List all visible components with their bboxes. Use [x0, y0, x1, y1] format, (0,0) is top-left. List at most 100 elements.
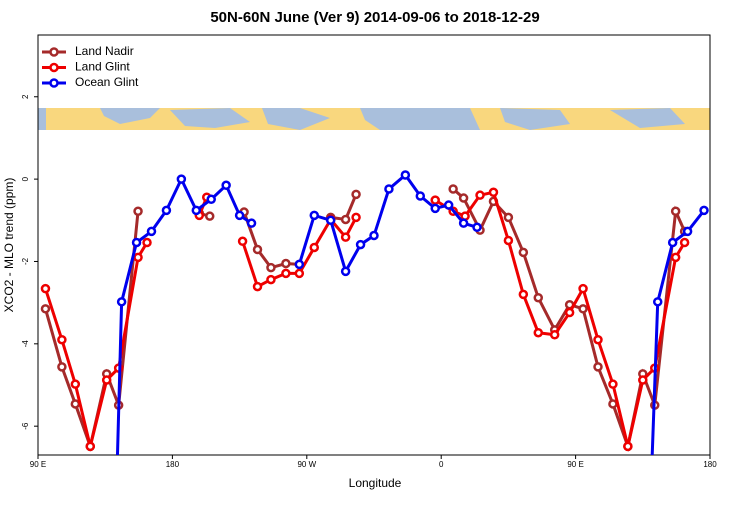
data-point — [699, 205, 709, 216]
data-point — [281, 268, 291, 279]
data-point — [204, 211, 215, 221]
data-point — [670, 252, 681, 263]
data-point — [518, 247, 529, 258]
plot-lines — [40, 170, 709, 455]
data-point — [472, 222, 482, 233]
data-point — [443, 200, 454, 210]
data-point — [340, 214, 351, 225]
map-band — [38, 108, 710, 130]
data-point — [564, 307, 575, 318]
data-point — [116, 297, 127, 307]
data-point — [503, 235, 514, 246]
data-point — [430, 195, 440, 205]
data-point — [593, 362, 603, 372]
data-point — [309, 242, 320, 253]
data-point — [294, 259, 305, 270]
data-point — [206, 194, 216, 205]
data-point — [266, 262, 276, 273]
data-point — [503, 212, 514, 223]
y-tick-label: -4 — [21, 340, 30, 348]
data-point — [221, 180, 231, 191]
x-axis-label: Longitude — [349, 476, 402, 490]
data-point — [458, 218, 469, 228]
data-point — [355, 239, 366, 250]
y-tick-label: -2 — [21, 257, 30, 265]
data-point — [578, 304, 588, 314]
data-point — [340, 266, 351, 277]
data-point — [70, 399, 81, 409]
data-point — [131, 237, 142, 248]
data-point — [340, 232, 351, 242]
data-point — [351, 189, 361, 200]
data-point — [670, 206, 681, 216]
y-tick-label: -6 — [21, 422, 30, 430]
x-tick-label: 180 — [166, 460, 180, 469]
data-point — [146, 226, 157, 237]
y-axis-label: XCO2 - MLO trend (ppm) — [2, 178, 16, 313]
data-point — [309, 210, 320, 221]
data-point — [85, 441, 96, 452]
data-point — [246, 218, 257, 228]
x-tick-label: 90 W — [297, 460, 316, 469]
data-point — [252, 281, 263, 292]
data-point — [667, 237, 678, 248]
data-point — [549, 330, 560, 340]
data-point — [608, 379, 618, 389]
data-point — [488, 187, 499, 198]
data-point — [237, 236, 248, 247]
data-point — [40, 283, 51, 294]
data-point — [533, 327, 544, 338]
data-point — [652, 297, 663, 307]
legend-label: Land Glint — [75, 60, 130, 74]
data-point — [679, 237, 690, 248]
x-tick-label: 90 E — [30, 460, 46, 469]
data-point — [623, 441, 633, 452]
data-point — [400, 170, 411, 180]
data-point — [294, 268, 305, 279]
y-tick-label: 0 — [21, 176, 30, 181]
data-point — [142, 237, 152, 248]
data-point — [578, 283, 588, 294]
data-point — [682, 226, 693, 237]
chart-title: 50N-60N June (Ver 9) 2014-09-06 to 2018-… — [210, 9, 539, 26]
data-point — [475, 190, 485, 200]
data-point — [57, 362, 67, 372]
data-point — [533, 292, 544, 303]
data-point — [234, 210, 245, 221]
data-point — [281, 258, 291, 269]
x-tick-label: 180 — [703, 460, 717, 469]
data-point — [608, 399, 618, 409]
data-point — [133, 252, 143, 263]
data-point — [176, 174, 187, 184]
data-point — [415, 191, 426, 201]
legend-label: Ocean Glint — [75, 75, 139, 89]
data-point — [325, 215, 336, 226]
plot-frame — [37, 34, 711, 456]
data-point — [57, 334, 67, 345]
data-point — [384, 184, 394, 194]
data-point — [266, 274, 276, 285]
data-point — [593, 334, 603, 345]
legend-marker — [49, 47, 59, 57]
data-point — [351, 212, 361, 223]
data-point — [161, 205, 172, 216]
data-point — [40, 304, 51, 314]
legend-marker — [49, 62, 59, 73]
data-point — [458, 193, 469, 203]
data-point — [430, 203, 440, 214]
data-point — [369, 230, 379, 241]
x-tick-label: 90 E — [567, 460, 583, 469]
data-point — [133, 206, 143, 216]
data-point — [252, 244, 263, 255]
data-point — [518, 289, 529, 300]
legend-marker — [49, 78, 59, 88]
legend-label: Land Nadir — [75, 44, 134, 58]
data-point — [101, 375, 112, 385]
data-point — [191, 205, 202, 216]
data-point — [448, 184, 458, 194]
x-tick-label: 0 — [439, 460, 444, 469]
y-tick-label: 2 — [21, 94, 30, 99]
data-point — [70, 379, 81, 389]
